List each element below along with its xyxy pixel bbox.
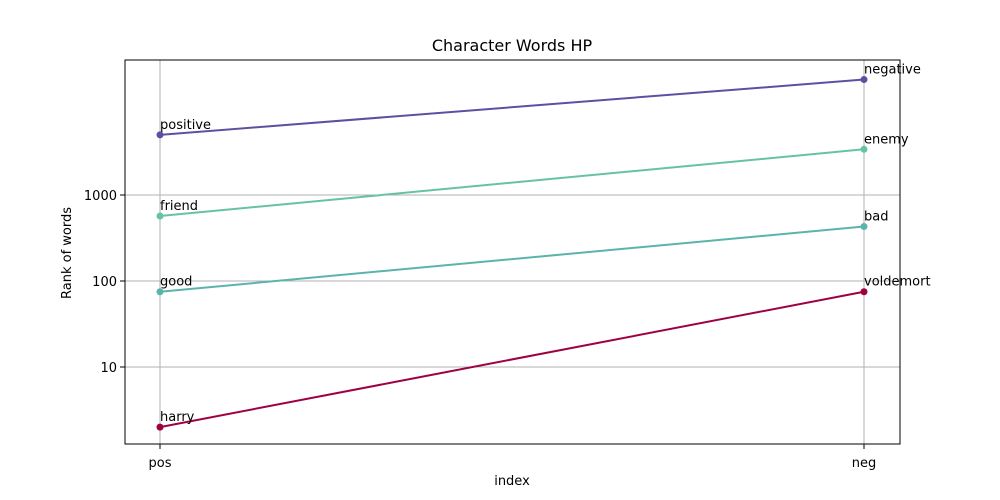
y-axis-label: Rank of words bbox=[60, 207, 75, 299]
x-tick-label: neg bbox=[852, 456, 877, 471]
y-tick-label: 1000 bbox=[84, 189, 117, 204]
y-tick-label: 10 bbox=[100, 361, 117, 376]
plot-area-frame bbox=[124, 59, 901, 445]
data-point bbox=[156, 212, 164, 220]
point-label: voldemort bbox=[864, 275, 931, 290]
chart-title: Character Words HP bbox=[432, 36, 593, 55]
point-labels: positive negative friend enemy good bad harry v… bbox=[160, 63, 931, 426]
point-label: negative bbox=[864, 63, 921, 78]
x-axis-label: index bbox=[494, 474, 530, 489]
data-point bbox=[860, 145, 868, 153]
data-point bbox=[860, 288, 868, 296]
data-point bbox=[860, 76, 868, 84]
point-label: friend bbox=[160, 199, 198, 214]
point-label: harry bbox=[160, 410, 195, 425]
x-tick-label: pos bbox=[149, 456, 172, 471]
y-tick-label: 100 bbox=[92, 275, 117, 290]
point-label: bad bbox=[864, 210, 888, 225]
grid bbox=[125, 60, 900, 444]
point-label: enemy bbox=[864, 132, 909, 147]
data-point bbox=[156, 288, 164, 296]
series-line bbox=[159, 148, 865, 217]
data-point bbox=[860, 223, 868, 231]
series-line bbox=[159, 290, 865, 429]
data-point bbox=[156, 423, 164, 431]
series-group bbox=[156, 76, 868, 431]
series-line bbox=[159, 225, 865, 293]
point-label: positive bbox=[160, 118, 211, 133]
point-label: good bbox=[160, 275, 192, 290]
axis-ticks: pos neg 10 100 1000 bbox=[84, 189, 876, 471]
series-line bbox=[159, 78, 865, 136]
data-point bbox=[156, 131, 164, 139]
